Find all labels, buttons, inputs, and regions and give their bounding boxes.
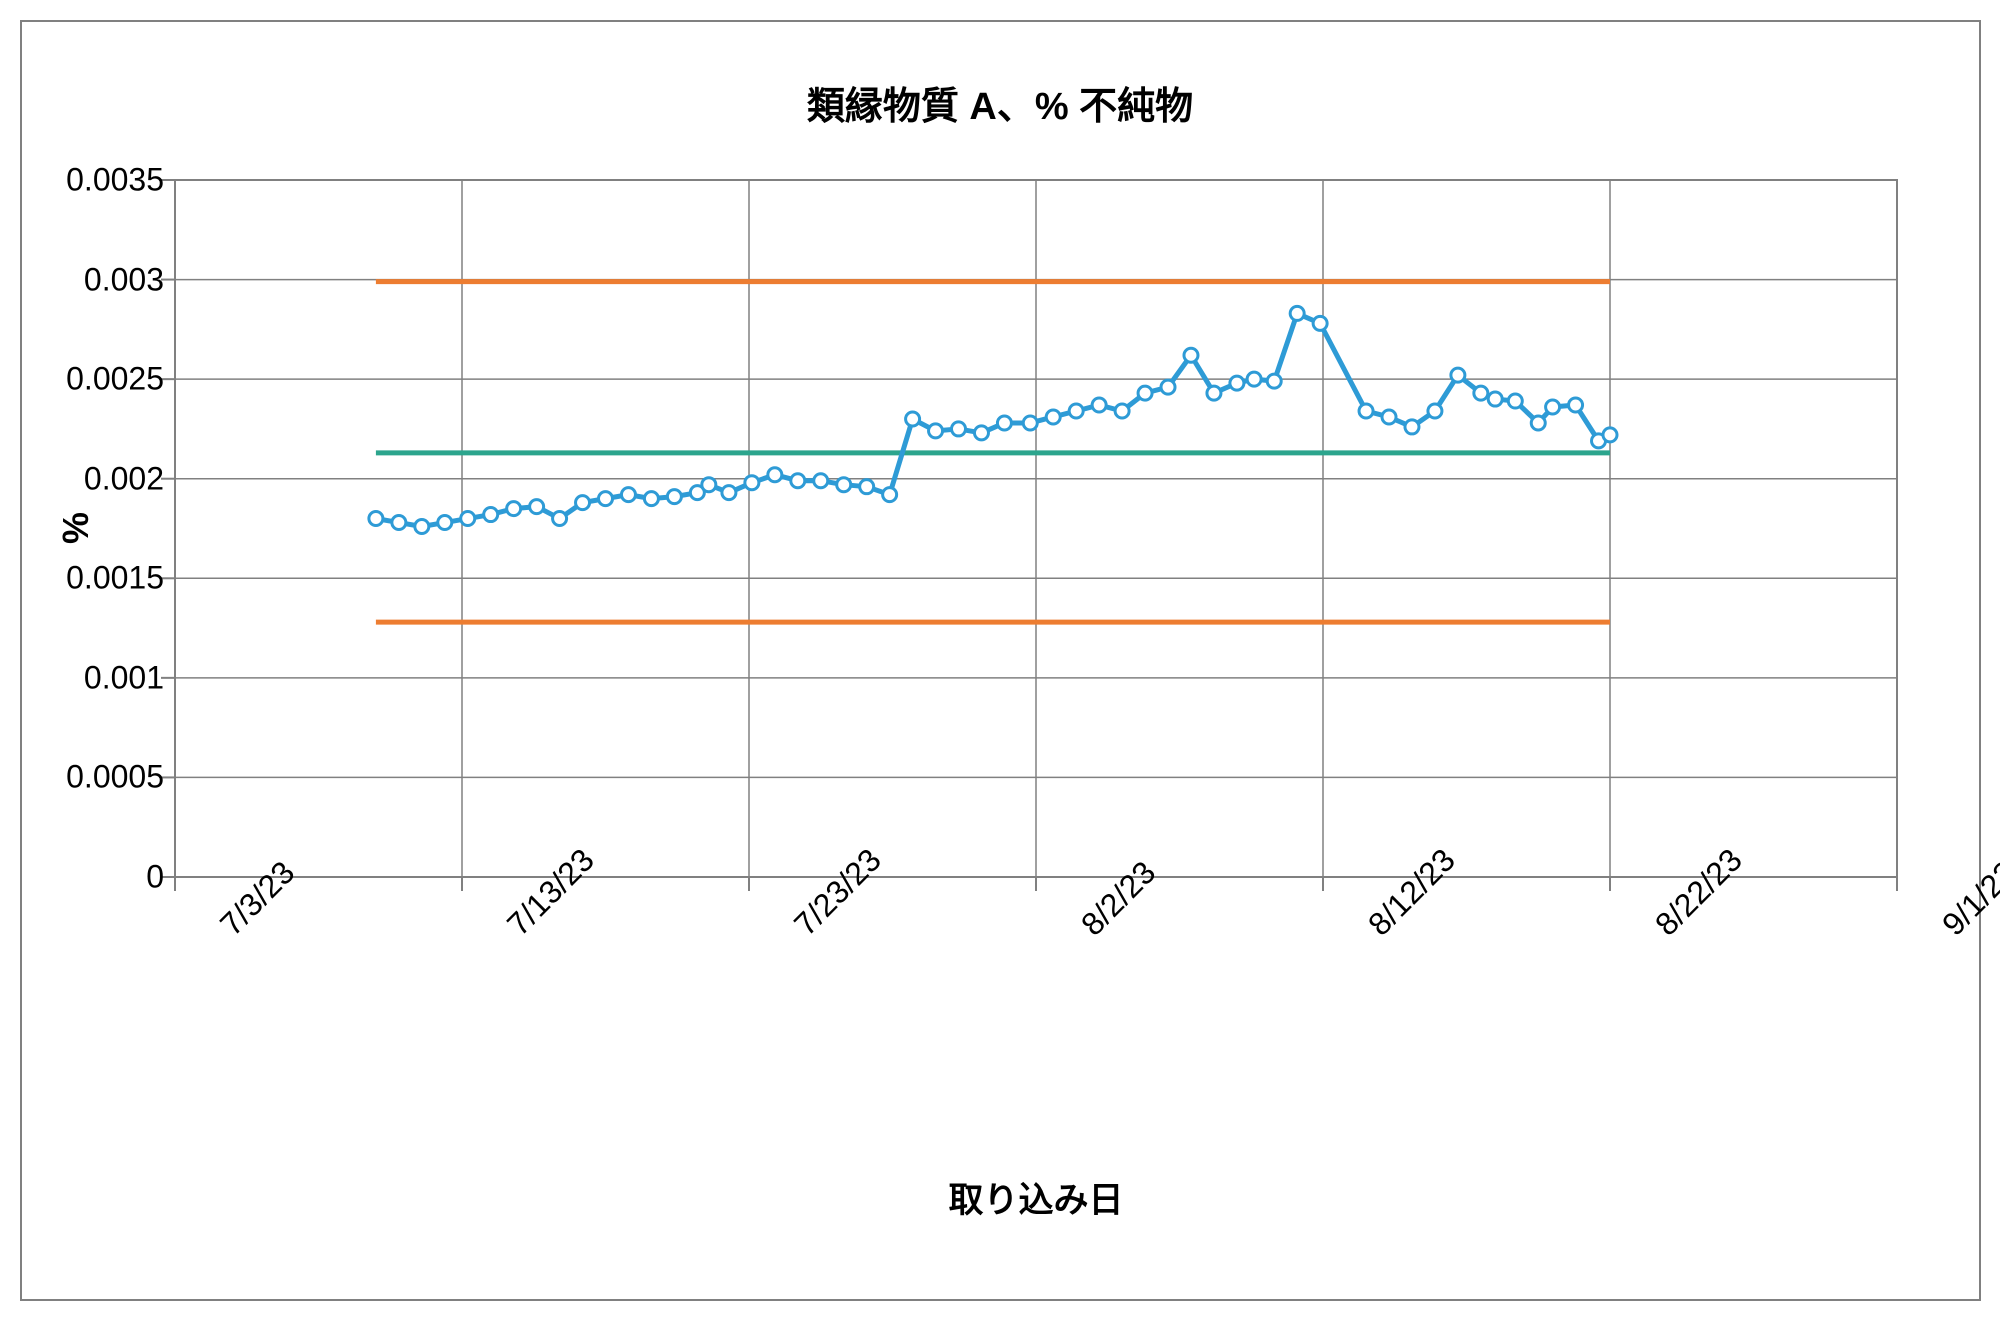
data-point: [1267, 374, 1281, 388]
data-point: [814, 474, 828, 488]
data-point: [952, 422, 966, 436]
data-point: [1428, 404, 1442, 418]
data-point: [837, 478, 851, 492]
data-point: [1247, 372, 1261, 386]
data-point: [484, 508, 498, 522]
data-point: [1290, 306, 1304, 320]
data-point: [667, 490, 681, 504]
data-point: [1531, 416, 1545, 430]
data-point: [1184, 348, 1198, 362]
y-axis-title: %: [55, 512, 97, 544]
y-tick-label: 0.0035: [66, 162, 164, 199]
data-point: [1474, 386, 1488, 400]
y-tick-label: 0.001: [84, 659, 164, 696]
data-point: [530, 500, 544, 514]
data-point: [860, 480, 874, 494]
series-line: [376, 313, 1610, 526]
control-lines: [376, 282, 1610, 623]
data-point: [1230, 376, 1244, 390]
data-point: [553, 512, 567, 526]
data-point: [507, 502, 521, 516]
data-point: [997, 416, 1011, 430]
data-point: [461, 512, 475, 526]
y-tick-label: 0.0025: [66, 361, 164, 398]
data-point: [974, 426, 988, 440]
y-tick-label: 0.0015: [66, 560, 164, 597]
data-point: [1023, 416, 1037, 430]
data-point: [1359, 404, 1373, 418]
data-point: [1508, 394, 1522, 408]
data-point: [1382, 410, 1396, 424]
x-axis-title: 取り込み日: [948, 1172, 1123, 1223]
y-tick-label: 0.0005: [66, 759, 164, 796]
data-point: [1546, 400, 1560, 414]
data-point: [599, 492, 613, 506]
data-point: [1405, 420, 1419, 434]
data-point: [745, 476, 759, 490]
data-point: [1092, 398, 1106, 412]
y-tick-label: 0.003: [84, 261, 164, 298]
data-point: [438, 516, 452, 530]
gridlines: [175, 180, 1897, 877]
data-point: [1603, 428, 1617, 442]
data-point: [1569, 398, 1583, 412]
data-point: [1207, 386, 1221, 400]
data-point: [883, 488, 897, 502]
y-tick-label: 0: [146, 859, 164, 896]
y-tick-label: 0.002: [84, 460, 164, 497]
data-point: [1488, 392, 1502, 406]
data-point: [392, 516, 406, 530]
chart-title: 類縁物質 A、% 不純物: [807, 75, 1193, 130]
data-point: [369, 512, 383, 526]
data-point: [415, 520, 429, 534]
data-series: [369, 306, 1617, 533]
data-point: [1069, 404, 1083, 418]
data-point: [702, 478, 716, 492]
data-point: [1161, 380, 1175, 394]
data-point: [1046, 410, 1060, 424]
data-point: [722, 486, 736, 500]
data-point: [1115, 404, 1129, 418]
data-point: [1451, 368, 1465, 382]
data-point: [906, 412, 920, 426]
data-point: [621, 488, 635, 502]
data-point: [1138, 386, 1152, 400]
chart-plot: [175, 180, 1897, 877]
data-point: [791, 474, 805, 488]
data-point: [929, 424, 943, 438]
data-point: [644, 492, 658, 506]
data-point: [576, 496, 590, 510]
data-point: [768, 468, 782, 482]
data-point: [1313, 316, 1327, 330]
